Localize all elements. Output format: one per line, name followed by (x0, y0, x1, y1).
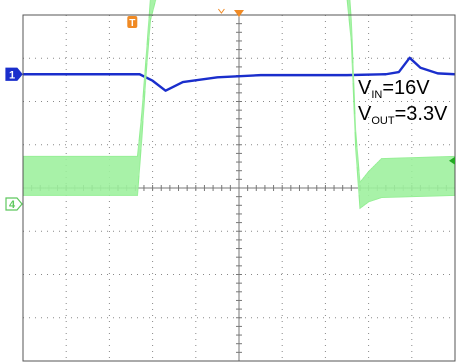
vin-value: =16V (382, 77, 430, 99)
vin-symbol: V (358, 77, 372, 99)
series-1-line (23, 56, 456, 92)
vout-annotation: VOUT=3.3V (358, 104, 447, 127)
grid (22, 14, 456, 362)
vout-symbol: V (358, 103, 372, 125)
vin-annotation: VIN=16V (358, 78, 430, 101)
vin-subscript: IN (371, 89, 383, 101)
vout-value: =3.3V (394, 103, 448, 125)
channel-1-label: 1 (9, 69, 15, 81)
channel-4-marker (5, 197, 23, 211)
channel-4-label: 4 (9, 199, 16, 211)
trigger-level-arrow (449, 156, 455, 165)
trigger-marker-label: T (129, 18, 135, 29)
trigger-marker (127, 16, 138, 28)
top-position-tick (218, 8, 225, 14)
markers: 1 4 T (5, 8, 455, 211)
vout-subscript: OUT (371, 115, 395, 127)
channel-1-marker (5, 67, 23, 81)
trigger-position-arrow (234, 10, 244, 17)
